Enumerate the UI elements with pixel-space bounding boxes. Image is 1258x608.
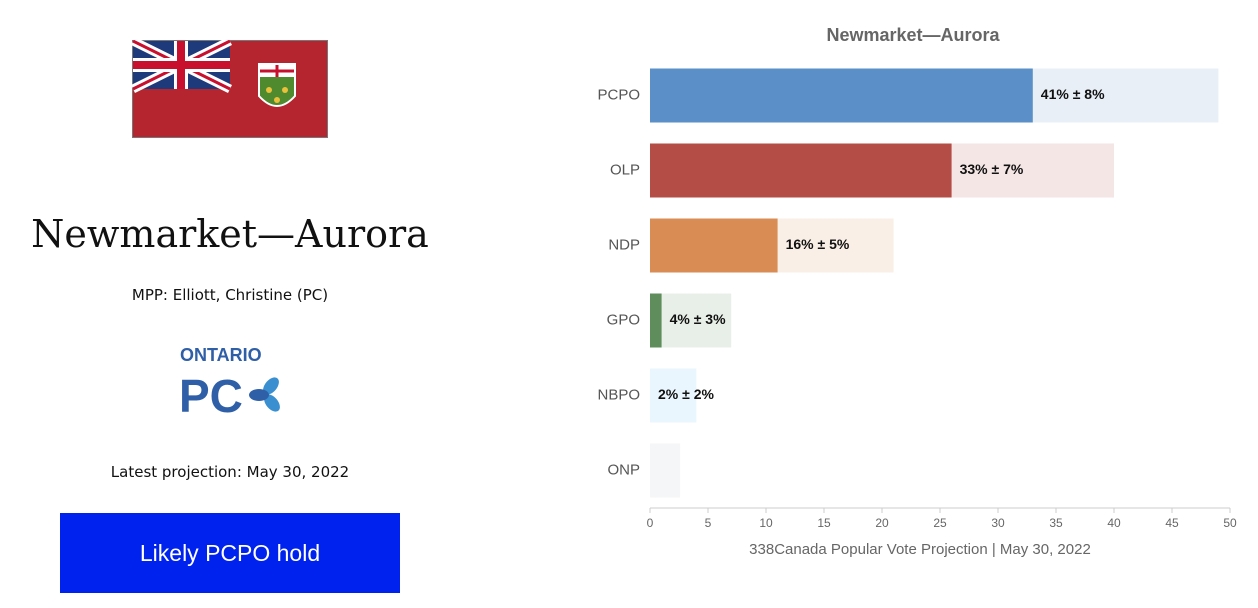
x-tick-label: 15 [817,516,831,530]
flag [132,40,328,138]
y-tick-label: GPO [607,311,640,328]
party-logo: ONTARIO PC [179,348,280,418]
chart: Newmarket—Aurora 338Canada Popular Vote … [597,25,1237,558]
projection-date: Latest projection: May 30, 2022 [110,463,350,481]
y-tick-label: NDP [608,236,640,253]
x-axis-label: 338Canada Popular Vote Projection | May … [749,541,1091,558]
x-tick-label: 10 [759,516,773,530]
value-label: 4% ± 3% [670,311,726,327]
x-tick-label: 45 [1165,516,1179,530]
bar-range [951,143,1114,198]
y-tick-label: PCPO [597,86,640,103]
riding-name: Newmarket—Aurora [31,212,429,256]
logo-main: PC [179,370,243,418]
bar-range [1032,68,1219,123]
bar [650,68,1033,123]
x-tick-label: 0 [647,516,654,530]
y-tick-label: NBPO [597,386,640,403]
x-tick-label: 25 [933,516,947,530]
bar [650,293,662,348]
logo-top: ONTARIO [180,348,262,365]
bar [650,143,952,198]
value-label: 2% ± 2% [658,386,714,402]
y-tick-label: OLP [610,161,640,178]
y-tick-label: ONP [607,461,640,478]
x-tick-label: 50 [1223,516,1237,530]
bar-range [650,443,681,498]
value-label: 33% ± 7% [960,161,1024,177]
verdict-banner: Likely PCPO hold [60,513,400,593]
bar-range [777,218,894,273]
value-label: 16% ± 5% [786,236,850,252]
x-tick-label: 35 [1049,516,1063,530]
x-tick-label: 20 [875,516,889,530]
x-tick-label: 40 [1107,516,1121,530]
bar [650,218,778,273]
value-label: 41% ± 8% [1041,86,1105,102]
bar-range [650,368,697,423]
mpp: MPP: Elliott, Christine (PC) [131,286,329,304]
x-tick-label: 5 [705,516,712,530]
x-tick-label: 30 [991,516,1005,530]
chart-title: Newmarket—Aurora [826,25,1000,45]
bar-range [661,293,732,348]
